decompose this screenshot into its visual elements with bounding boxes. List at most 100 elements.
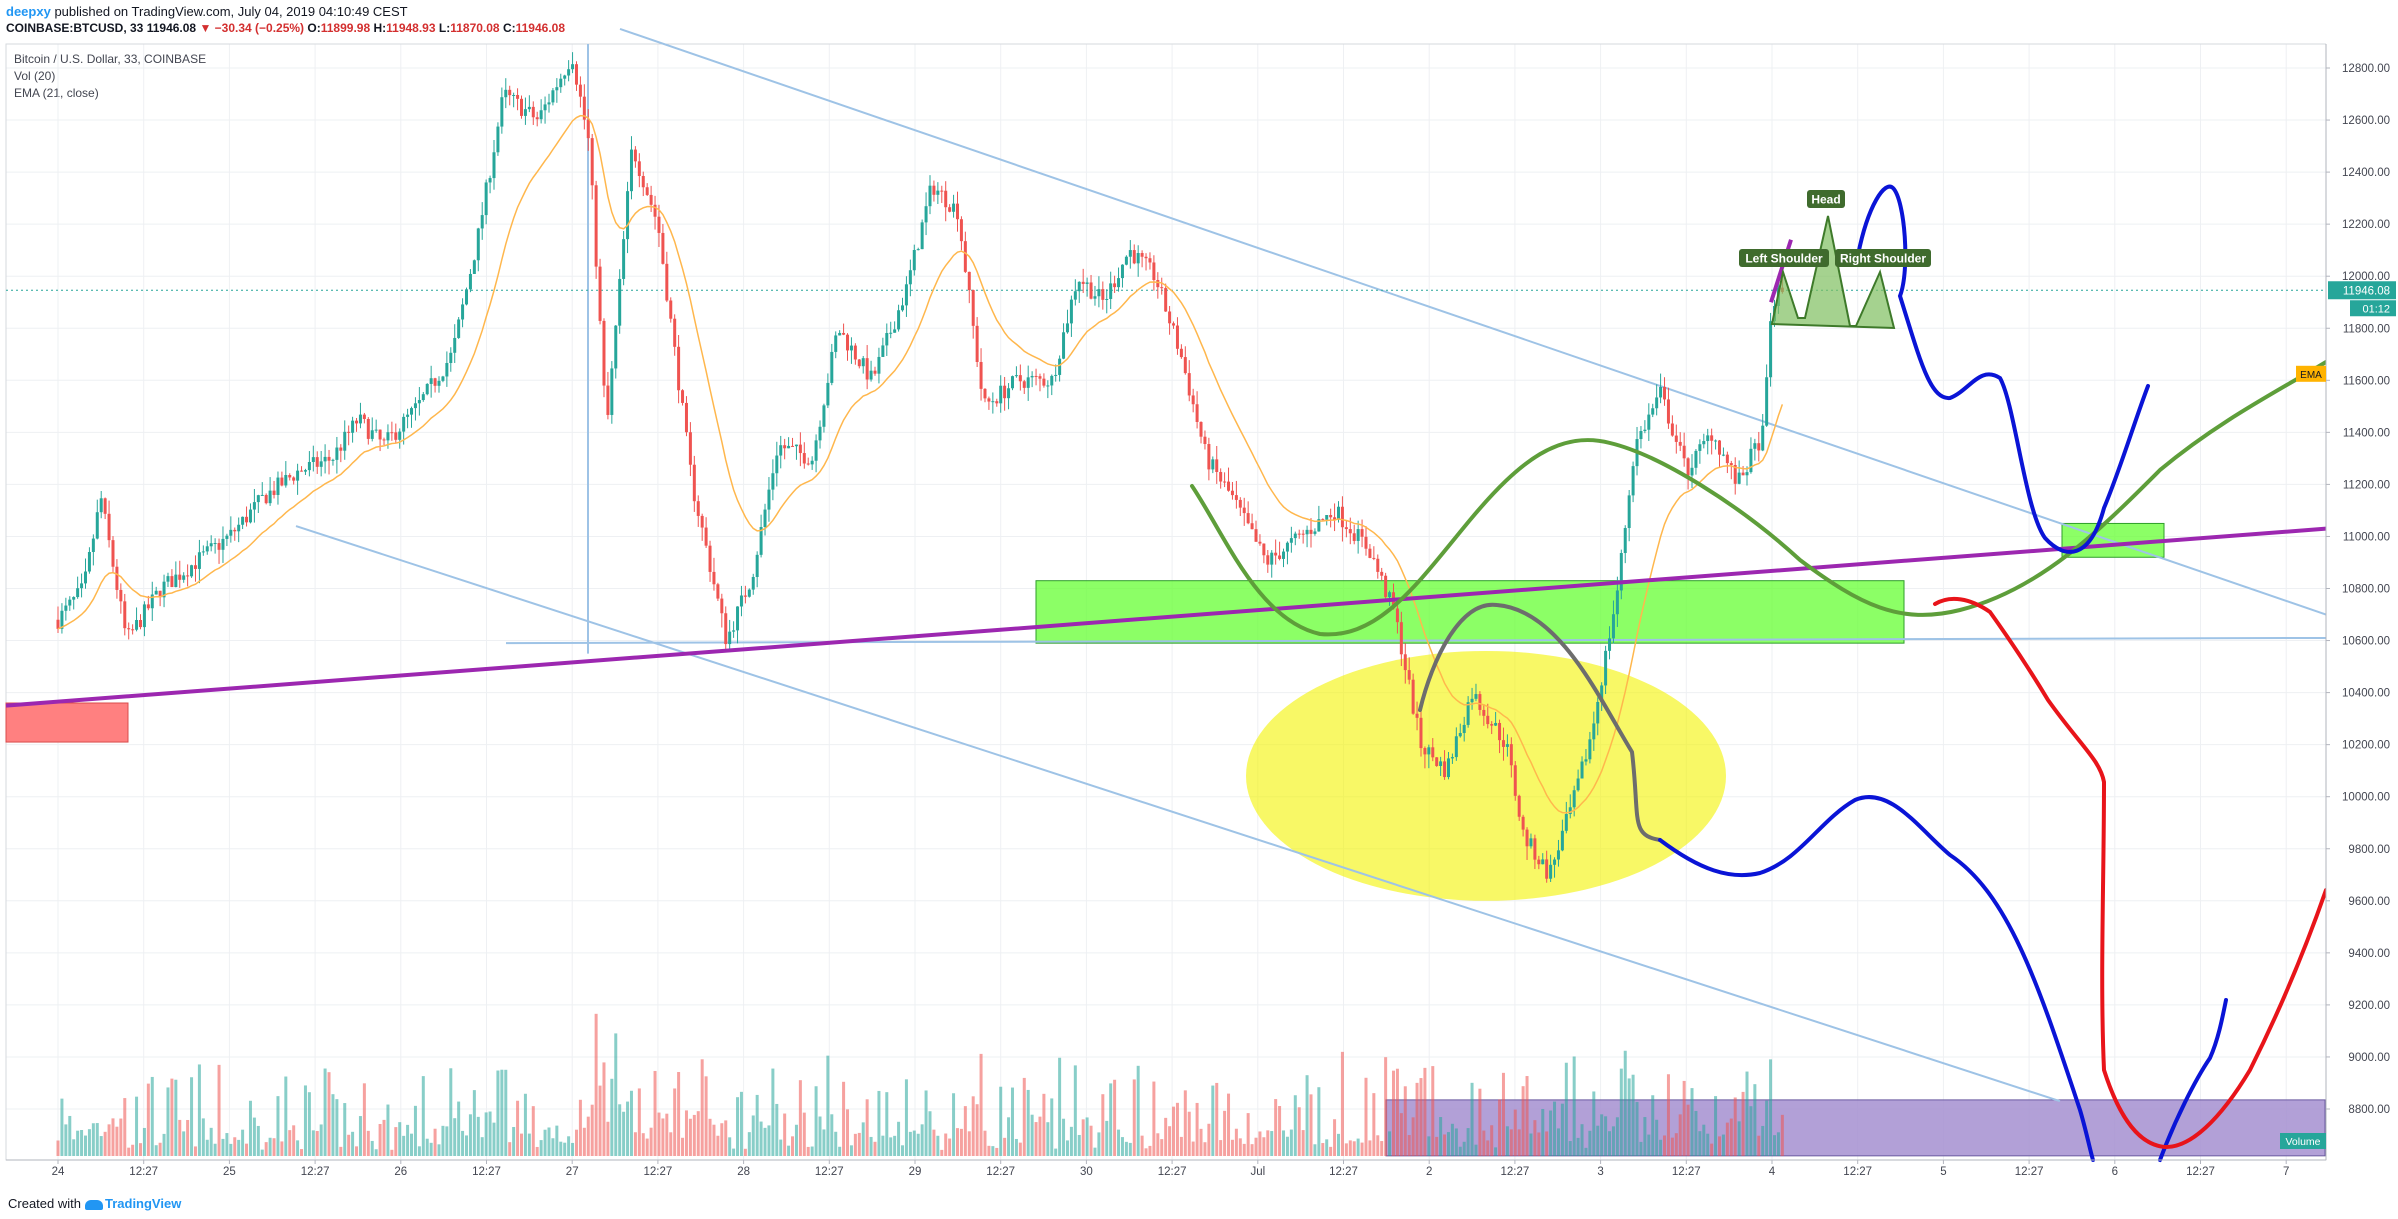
annotation-right-shoulder-text: Right Shoulder <box>1840 252 1926 266</box>
candle <box>736 606 740 644</box>
candle-body <box>138 619 142 628</box>
candle-body <box>704 527 708 546</box>
candle <box>233 527 237 541</box>
candle-body <box>559 78 563 88</box>
volume-bar <box>543 1129 547 1156</box>
volume-bar <box>959 1128 963 1156</box>
candle-body <box>256 495 260 503</box>
candle <box>1407 657 1411 685</box>
candle <box>979 348 983 401</box>
time-tick-label: 12:27 <box>472 1166 501 1178</box>
volume-bar <box>154 1145 158 1156</box>
legend-title[interactable]: Bitcoin / U.S. Dollar, 33, COINBASE <box>14 52 207 66</box>
candle-body <box>861 358 865 367</box>
candle <box>1344 520 1348 538</box>
tradingview-brand[interactable]: TradingView <box>104 1196 182 1211</box>
volume-bar <box>1513 1109 1517 1156</box>
volume-bar <box>618 1104 622 1156</box>
candle <box>1128 240 1132 269</box>
volume-bar <box>708 1118 712 1156</box>
volume-bar <box>146 1083 150 1156</box>
candle <box>519 95 523 119</box>
candle <box>677 335 681 404</box>
volume-bar <box>1274 1099 1278 1156</box>
candle <box>1490 721 1494 735</box>
candle-body <box>904 284 908 306</box>
candle-body <box>1050 375 1054 386</box>
time-tick-label: 12:27 <box>1501 1166 1530 1178</box>
volume-bar <box>68 1115 72 1156</box>
candle <box>1124 255 1128 266</box>
candle <box>378 429 382 452</box>
candle-body <box>378 429 382 440</box>
legend-ema[interactable]: EMA (21, close) <box>14 86 99 100</box>
candle <box>127 622 131 640</box>
candle-body <box>182 575 186 580</box>
candle <box>952 194 956 218</box>
volume-bar <box>1360 1142 1364 1156</box>
volume-bar <box>1757 1135 1761 1156</box>
time-axis[interactable]: 24 12:27 25 12:27 26 12:27 27 12:27 28 12:27 29 12:… <box>6 1159 2326 1178</box>
candle-body <box>201 551 205 553</box>
candle-body <box>598 266 602 321</box>
candle-body <box>610 368 614 415</box>
volume-bar <box>586 1116 590 1156</box>
volume-bar <box>127 1147 131 1156</box>
candle-body <box>948 207 952 212</box>
volume-bar <box>453 1118 457 1156</box>
candle-body <box>146 604 150 609</box>
legend-vol[interactable]: Vol (20) <box>14 69 56 83</box>
volume-bar <box>1380 1141 1384 1156</box>
candle-body <box>213 543 217 545</box>
candle <box>1560 819 1564 852</box>
volume-bar <box>209 1127 213 1156</box>
candle-body <box>343 431 347 451</box>
volume-bar <box>633 1132 637 1156</box>
candle <box>1674 424 1678 454</box>
candle <box>370 417 374 442</box>
price-axis[interactable]: 8800.00 9000.00 9200.00 9400.00 9600.00 9800.… <box>2280 0 2398 1160</box>
volume-bar <box>1627 1078 1631 1156</box>
volume-bar <box>87 1129 91 1156</box>
candle <box>87 547 91 574</box>
candle <box>1301 529 1305 544</box>
candle-body <box>197 552 201 569</box>
candle <box>1718 439 1722 468</box>
candle <box>421 391 425 402</box>
volume-bar <box>83 1135 87 1156</box>
volume-bar <box>1352 1141 1356 1156</box>
volume-bar <box>755 1094 759 1156</box>
candle <box>606 371 610 420</box>
volume-bar <box>724 1120 728 1156</box>
publisher-username[interactable]: deepxy <box>6 4 51 19</box>
open-label: O: <box>307 21 321 35</box>
volume-bar <box>940 1149 944 1156</box>
candle-body <box>830 351 834 383</box>
candle-body <box>1270 552 1274 565</box>
candle-body <box>87 551 91 572</box>
candle <box>791 437 795 447</box>
volume-bar <box>1427 1136 1431 1156</box>
candle-body <box>1034 375 1038 377</box>
volume-bar <box>1348 1140 1352 1156</box>
volume-bar <box>166 1087 170 1156</box>
candle-body <box>303 470 307 472</box>
candle <box>1580 756 1584 779</box>
volume-bar <box>1619 1068 1623 1156</box>
candle-body <box>916 249 920 251</box>
close-value: 11946.08 <box>515 21 565 35</box>
volume-bar <box>1592 1091 1596 1156</box>
candle-body <box>1639 431 1643 440</box>
volume-bar <box>1608 1131 1612 1156</box>
candle <box>374 419 378 433</box>
candle-body <box>696 501 700 516</box>
volume-bar <box>1474 1144 1478 1156</box>
candle <box>1360 519 1364 548</box>
volume-bar <box>826 1055 830 1156</box>
volume-bar <box>339 1146 343 1156</box>
candle-body <box>1093 296 1097 299</box>
volume-bar <box>1211 1085 1215 1156</box>
candle-body <box>83 571 87 584</box>
candle <box>688 422 692 477</box>
